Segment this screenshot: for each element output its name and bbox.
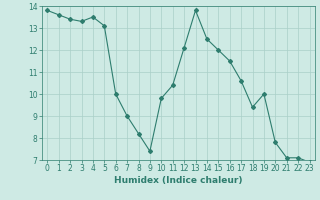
X-axis label: Humidex (Indice chaleur): Humidex (Indice chaleur)	[114, 176, 243, 185]
